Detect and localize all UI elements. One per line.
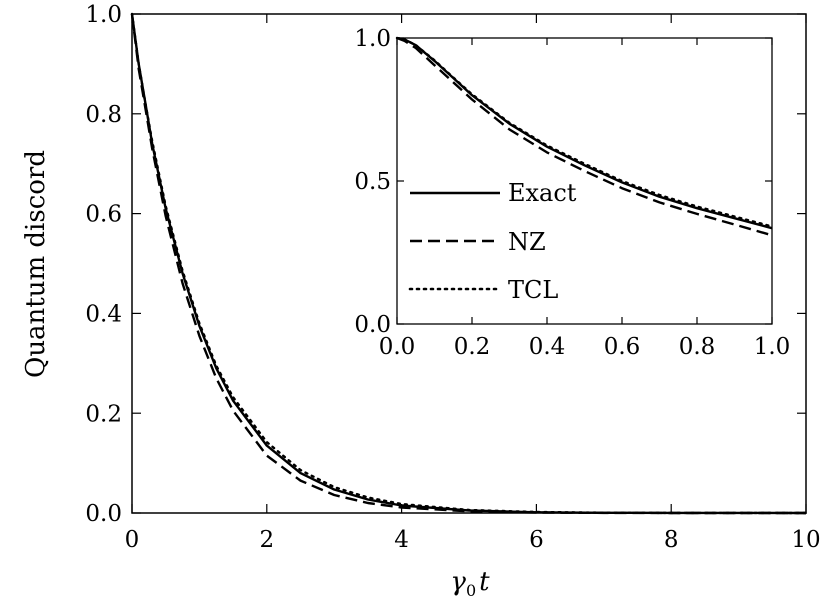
- inset-xtick-label: 0.4: [529, 334, 566, 360]
- main-series-tcl: [130, 12, 808, 515]
- main-ytick-label: 1.0: [85, 2, 122, 28]
- legend-label-exact: Exact: [508, 179, 577, 207]
- main-xtick-label: 8: [664, 527, 679, 553]
- inset-legend: Exact NZ TCL: [408, 179, 577, 304]
- main-ytick-label: 0.6: [85, 202, 122, 228]
- inset-ticks: 0.0 0.2 0.4 0.6 0.8 1.0 0.0 0.5 1.0: [354, 26, 790, 360]
- main-xtick-label: 6: [529, 527, 544, 553]
- inset-xtick-label: 0.8: [679, 334, 716, 360]
- main-xtick-label: 0: [125, 527, 140, 553]
- main-ytick-label: 0.0: [85, 501, 122, 527]
- inset-background: [397, 38, 772, 324]
- main-plot-frame: [131, 13, 807, 514]
- inset-xtick-label: 1.0: [754, 334, 791, 360]
- legend-label-tcl: TCL: [508, 276, 558, 304]
- main-series-nz: [130, 13, 806, 515]
- x-axis-title-var: t: [479, 567, 490, 597]
- inset-ytick-label: 1.0: [354, 26, 391, 52]
- x-axis-title: γ0 t: [450, 567, 490, 600]
- main-xtick-label: 10: [791, 527, 820, 553]
- inset-xtick-label: 0.2: [454, 334, 491, 360]
- inset-series-tcl: [395, 36, 774, 228]
- main-ytick-label: 0.2: [85, 401, 122, 427]
- main-ytick-label: 0.8: [85, 102, 122, 128]
- legend-label-nz: NZ: [508, 228, 546, 256]
- main-series: [130, 12, 808, 515]
- inset-series-nz: [396, 36, 773, 237]
- inset-ytick-label: 0.5: [354, 169, 391, 195]
- main-ytick-label: 0.4: [85, 301, 122, 327]
- inset-xtick-label: 0.0: [379, 334, 416, 360]
- inset-ytick-label: 0.0: [354, 312, 391, 338]
- x-axis-title-symbol: γ: [450, 567, 466, 597]
- y-axis-title: Quantum discord: [21, 150, 51, 378]
- x-axis-title-subscript: 0: [466, 581, 476, 600]
- inset-series: [395, 36, 774, 237]
- inset-series-exact: [396, 36, 773, 230]
- main-xtick-label: 2: [259, 527, 274, 553]
- inset-xtick-label: 0.6: [604, 334, 641, 360]
- main-xtick-label: 4: [394, 527, 409, 553]
